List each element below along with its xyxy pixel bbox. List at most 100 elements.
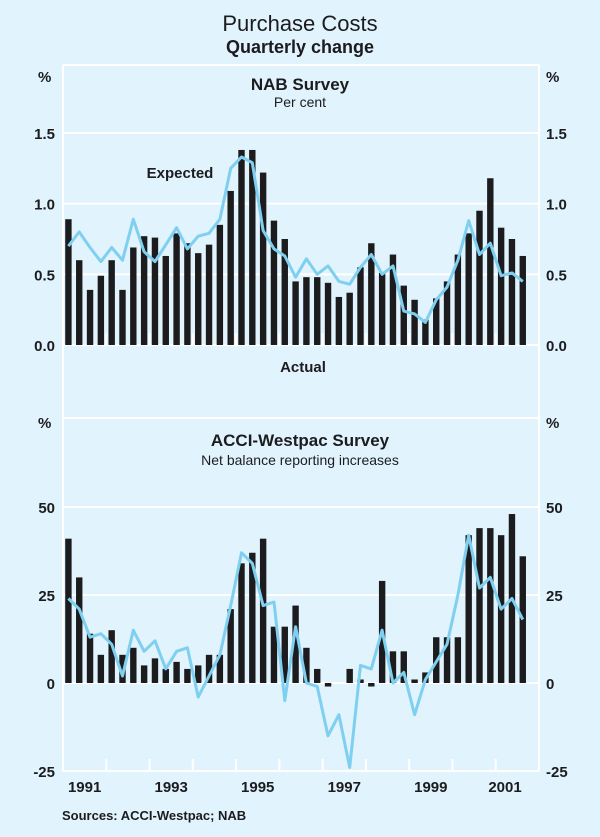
bar-actual	[303, 277, 310, 345]
y-tick-label-left: 50	[38, 500, 55, 517]
bar-actual	[270, 626, 278, 683]
bar-actual	[335, 296, 343, 345]
y-tick-label-left: -25	[33, 764, 55, 781]
bar-actual	[238, 149, 245, 345]
bar-actual	[173, 661, 180, 683]
bar-actual	[108, 630, 115, 683]
panel2-title: ACCI-Westpac Survey	[211, 431, 390, 450]
bar-actual	[411, 299, 418, 345]
bar-actual	[205, 654, 213, 683]
bar-actual	[195, 665, 202, 683]
panel1-title: NAB Survey	[251, 75, 350, 94]
bar-actual	[476, 210, 483, 345]
bar-actual	[476, 528, 483, 683]
bar-actual	[422, 319, 429, 345]
bar-actual	[389, 651, 397, 683]
y-tick-label-right: 0.5	[546, 267, 567, 284]
bar-actual	[411, 679, 418, 683]
bar-actual	[400, 285, 407, 345]
bar-actual	[314, 668, 321, 683]
bar-actual	[270, 220, 278, 345]
bar-actual	[443, 637, 451, 683]
bar-actual	[292, 281, 299, 345]
bar-actual	[281, 239, 288, 345]
bar-actual	[259, 538, 267, 683]
bar-actual	[346, 292, 353, 345]
bar-actual	[303, 647, 310, 683]
chart-subtitle: Quarterly change	[226, 37, 374, 57]
bar-actual	[227, 609, 234, 683]
bar-actual	[346, 668, 353, 683]
bar-actual	[162, 668, 169, 683]
y-tick-label-left: 0	[47, 676, 55, 693]
bar-actual	[443, 281, 451, 345]
bar-actual	[519, 556, 526, 683]
panel1-left-unit: %	[38, 69, 51, 86]
bar-actual	[400, 651, 407, 683]
bar-actual	[249, 149, 256, 345]
bar-actual	[86, 289, 94, 345]
bar-actual	[497, 227, 505, 345]
bar-actual	[130, 247, 137, 345]
bar-actual	[454, 637, 462, 683]
panel2-left-unit: %	[38, 415, 51, 432]
source-note: Sources: ACCI-Westpac; NAB	[62, 808, 246, 823]
y-tick-label-left: 1.5	[34, 126, 55, 143]
panel1-right-unit: %	[546, 69, 559, 86]
bar-actual	[151, 237, 159, 345]
y-tick-label-right: 0	[546, 676, 554, 693]
bar-actual	[487, 528, 494, 683]
bar-actual	[465, 535, 472, 683]
y-tick-label-left: 1.0	[34, 197, 55, 214]
x-tick-label: 1991	[68, 779, 101, 796]
bar-actual	[259, 172, 267, 345]
bar-actual	[227, 190, 234, 345]
panel2-subtitle: Net balance reporting increases	[201, 452, 399, 468]
y-tick-label-left: 25	[38, 588, 55, 605]
bar-actual	[97, 654, 105, 683]
bar-actual	[249, 552, 256, 683]
bar-actual	[76, 260, 83, 345]
bar-actual	[162, 255, 169, 345]
x-tick-label: 1999	[414, 779, 447, 796]
expected-label: Expected	[147, 165, 214, 182]
bar-actual	[76, 577, 83, 683]
bar-actual	[314, 277, 321, 345]
bar-actual	[130, 647, 137, 683]
bar-actual	[140, 236, 148, 345]
bar-actual	[454, 254, 462, 345]
y-tick-label-right: 1.5	[546, 126, 567, 143]
panel2-right-unit: %	[546, 415, 559, 432]
bar-actual	[324, 683, 332, 687]
panel1-subtitle: Per cent	[274, 94, 326, 110]
y-tick-label-right: 25	[546, 588, 563, 605]
bar-actual	[357, 679, 364, 683]
bar-actual	[151, 658, 159, 683]
bar-actual	[238, 563, 245, 683]
y-tick-label-left: 0.5	[34, 267, 55, 284]
y-tick-label-right: 0.0	[546, 338, 567, 355]
bar-actual	[389, 254, 397, 345]
y-tick-label-right: 1.0	[546, 197, 567, 214]
bar-actual	[487, 178, 494, 345]
actual-label: Actual	[280, 359, 326, 376]
bar-actual	[519, 255, 526, 345]
chart-title: Purchase Costs	[222, 11, 377, 36]
bar-actual	[465, 233, 472, 345]
bar-actual	[65, 219, 72, 345]
line-expected	[67, 533, 525, 769]
bar-actual	[216, 654, 224, 683]
bar-actual	[86, 633, 94, 683]
bar-actual	[119, 654, 126, 683]
bar-actual	[292, 605, 299, 683]
x-tick-label: 2001	[488, 779, 521, 796]
bar-actual	[368, 683, 375, 687]
bar-actual	[324, 282, 332, 345]
bar-actual	[140, 665, 148, 683]
bar-actual	[357, 267, 364, 345]
bar-actual	[508, 239, 516, 345]
x-tick-label: 1997	[328, 779, 361, 796]
bar-actual	[119, 289, 126, 345]
x-tick-label: 1995	[241, 779, 274, 796]
